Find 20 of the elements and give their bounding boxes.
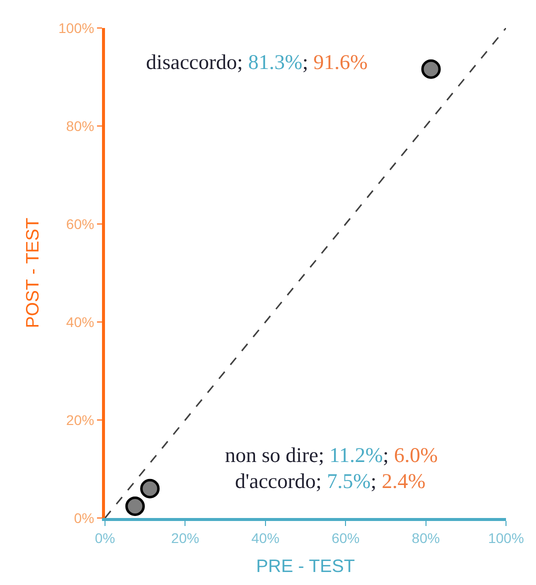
x-tick-label: 0% bbox=[94, 530, 116, 546]
y-tick-label: 0% bbox=[74, 510, 94, 526]
annotation: disaccordo; 81.3%; 91.6% bbox=[146, 50, 368, 74]
y-tick-label: 100% bbox=[58, 20, 94, 36]
y-tick-label: 80% bbox=[66, 118, 94, 134]
x-tick-label: 80% bbox=[412, 530, 440, 546]
x-tick-label: 40% bbox=[251, 530, 280, 546]
x-tick-label: 60% bbox=[332, 530, 360, 546]
point bbox=[421, 59, 441, 79]
y-tick-label: 60% bbox=[66, 216, 94, 232]
x-axis-title: PRE - TEST bbox=[256, 556, 355, 576]
annotation: non so dire; 11.2%; 6.0% bbox=[225, 443, 438, 467]
point bbox=[125, 496, 145, 516]
point bbox=[140, 478, 160, 498]
y-tick-label: 40% bbox=[66, 314, 94, 330]
annotation: d'accordo; 7.5%; 2.4% bbox=[235, 469, 426, 493]
y-tick-label: 20% bbox=[66, 412, 94, 428]
x-tick-label: 20% bbox=[171, 530, 200, 546]
x-tick-label: 100% bbox=[488, 530, 524, 546]
y-axis-title: POST - TEST bbox=[22, 218, 43, 328]
